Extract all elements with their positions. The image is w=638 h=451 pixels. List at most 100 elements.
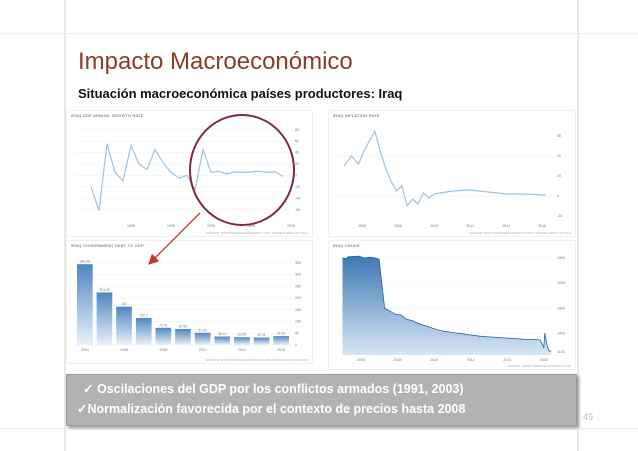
svg-debt-bar bbox=[116, 306, 132, 345]
crude-chart-source: SOURCE: WWW.TRADINGECONOMICS.COM bbox=[507, 364, 572, 368]
svg-crude-xtick-label: 2010 bbox=[430, 358, 438, 362]
bottom-border-line bbox=[0, 428, 638, 429]
right-border-line bbox=[577, 0, 579, 451]
svg-gdp-xtick-label: 1996 bbox=[127, 224, 135, 228]
svg-gdp-ytick-label: 20 bbox=[295, 162, 299, 166]
inflation-chart-panel: IRAQ INFLATION RATE 60 40 20 0 -20 2006 2008 20… bbox=[328, 110, 576, 237]
svg-debt-bar-value-label: 73.01 bbox=[159, 323, 168, 327]
callout-bullet-2-text: Normalización favorecida por el contexto… bbox=[87, 402, 466, 416]
svg-debt-bar bbox=[214, 336, 231, 345]
svg-crude-series-line bbox=[342, 255, 552, 352]
svg-debt-ytick-label: 100 bbox=[295, 320, 301, 324]
svg-debt-bar-value-label: 163 bbox=[121, 302, 127, 306]
debt-chart: 350 300 250 200 150 100 50 0 344.00 224.00 163 115.… bbox=[75, 260, 301, 352]
svg-gdp-series-line bbox=[90, 143, 284, 211]
svg-debt-bar-value-label: 344.00 bbox=[80, 260, 90, 264]
svg-debt-bar-value-label: 224.00 bbox=[99, 288, 109, 292]
check-icon: ✓ bbox=[83, 382, 94, 396]
svg-inflation-xtick-label: 2016 bbox=[538, 224, 546, 228]
svg-debt-bar-value-label: 51.60 bbox=[198, 328, 207, 332]
gdp-chart-title: IRAQ GDP ANNUAL GROWTH RATE bbox=[71, 113, 144, 118]
svg-inflation-xtick-label: 2006 bbox=[358, 224, 366, 228]
svg-inflation-series-line bbox=[343, 129, 546, 208]
svg-crude-xtick-label: 2014 bbox=[503, 358, 511, 362]
svg-debt-bar-value-label: 32.99 bbox=[238, 333, 247, 337]
svg-debt-xtick-label: 2004 bbox=[81, 348, 89, 352]
svg-debt-bar bbox=[135, 318, 152, 345]
top-border-line bbox=[0, 33, 638, 34]
callout-bullet-2: ✓Normalización favorecida por el context… bbox=[77, 401, 465, 416]
inflation-chart: 60 40 20 0 -20 2006 2008 2010 2012 2014 2016 bbox=[337, 129, 562, 228]
svg-debt-ytick-label: 150 bbox=[295, 308, 301, 312]
debt-chart-panel: IRAQ GOVERNMENT DEBT TO GDP 350 300 250 200… bbox=[66, 240, 313, 364]
svg-debt-xtick-label: 2006 bbox=[120, 348, 128, 352]
svg-debt-bar bbox=[77, 264, 93, 345]
svg-gdp-ytick-label: -60 bbox=[295, 208, 300, 212]
svg-debt-bar bbox=[234, 337, 250, 345]
crude-chart-panel: IRAQ CRUDE 2600 2200 1800 1400 1100 2006 2008 2… bbox=[328, 240, 576, 370]
svg-crude-ytick-label: 2200 bbox=[557, 281, 565, 285]
svg-debt-bar bbox=[96, 292, 113, 345]
svg-inflation-xtick-label: 2010 bbox=[430, 224, 438, 228]
svg-debt-bar-value-label: 115.1 bbox=[140, 313, 148, 317]
svg-inflation-ytick-label: 60 bbox=[557, 134, 561, 138]
svg-inflation-ytick-label: 40 bbox=[557, 154, 561, 158]
svg-gdp-ytick-label: 40 bbox=[295, 151, 299, 155]
svg-gdp-ytick-label: 0 bbox=[295, 173, 297, 177]
inflation-chart-source: SOURCE: WWW.TRADINGECONOMICS.COM | CENTR… bbox=[468, 231, 571, 235]
svg-debt-bar bbox=[155, 327, 172, 345]
svg-gdp-ytick-label: -20 bbox=[295, 185, 300, 189]
debt-chart-title: IRAQ GOVERNMENT DEBT TO GDP bbox=[71, 243, 144, 248]
svg-gdp-ytick-label: 60 bbox=[295, 139, 299, 143]
svg-debt-ytick-label: 250 bbox=[295, 284, 301, 288]
svg-debt-bar-value-label: 36.11 bbox=[218, 332, 226, 336]
svg-crude-xtick-label: 2016 bbox=[540, 358, 548, 362]
svg-debt-bar bbox=[273, 336, 289, 345]
svg-debt-bar bbox=[194, 332, 211, 345]
svg-debt-xtick-label: 2008 bbox=[159, 348, 167, 352]
svg-inflation-ytick-label: 0 bbox=[557, 194, 559, 198]
svg-debt-xtick-label: 2012 bbox=[238, 348, 246, 352]
svg-debt-bar-value-label: 37.92 bbox=[277, 332, 286, 336]
svg-debt-bar-value-label: 32.11 bbox=[257, 333, 265, 337]
svg-crude-ytick-label: 1800 bbox=[557, 306, 565, 310]
svg-crude-ytick-label: 1100 bbox=[557, 350, 565, 354]
slide-title: Impacto Macroeconómico bbox=[78, 48, 353, 75]
gdp-chart-panel: IRAQ GDP ANNUAL GROWTH RATE 80 60 40 20 0 -20… bbox=[66, 110, 313, 237]
svg-debt-xtick-label: 2010 bbox=[199, 348, 207, 352]
svg-crude-series-area bbox=[342, 256, 552, 355]
svg-debt-bar-value-label: 67.56 bbox=[179, 325, 188, 329]
crude-chart: 2600 2200 1800 1400 1100 2006 2008 2010 2012 2014… bbox=[337, 255, 565, 362]
left-border-line bbox=[64, 0, 66, 451]
svg-debt-ytick-label: 200 bbox=[295, 296, 301, 300]
callout-bullet-1: ✓ Oscilaciones del GDP por los conflicto… bbox=[83, 381, 464, 396]
svg-debt-ytick-label: 300 bbox=[295, 273, 301, 277]
svg-gdp-ytick-label: -40 bbox=[295, 196, 300, 200]
gdp-chart: 80 60 40 20 0 -20 -40 -60 1996 1990 2000 2005 2015 bbox=[75, 128, 300, 228]
callout-bullet-1-text: Oscilaciones del GDP por los conflictos … bbox=[96, 382, 464, 396]
svg-crude-ytick-label: 2600 bbox=[557, 256, 565, 260]
svg-inflation-ytick-label: -20 bbox=[557, 214, 562, 218]
svg-debt-ytick-label: 350 bbox=[295, 261, 301, 265]
slide-subtitle: Situación macroeconómica países producto… bbox=[78, 86, 403, 101]
svg-crude-xtick-label: 2006 bbox=[357, 358, 365, 362]
crude-chart-title: IRAQ CRUDE bbox=[333, 243, 361, 248]
svg-gdp-ytick-label: 80 bbox=[295, 128, 299, 132]
svg-debt-ytick-label: 50 bbox=[295, 331, 299, 335]
svg-crude-xtick-label: 2012 bbox=[467, 358, 475, 362]
svg-gdp-xtick-label: 2005 bbox=[247, 224, 255, 228]
svg-debt-bar bbox=[175, 329, 191, 345]
svg-gdp-xtick-label: 1990 bbox=[167, 224, 175, 228]
gdp-chart-source: SOURCE: WWW.TRADINGECONOMICS.COM | CENTR… bbox=[205, 231, 308, 235]
inflation-chart-title: IRAQ INFLATION RATE bbox=[333, 113, 380, 118]
page-number: 49 bbox=[583, 412, 594, 422]
svg-inflation-xtick-label: 2014 bbox=[502, 224, 510, 228]
svg-gdp-xtick-label: 2000 bbox=[207, 224, 215, 228]
svg-inflation-ytick-label: 20 bbox=[557, 174, 561, 178]
svg-debt-ytick-label: 0 bbox=[295, 343, 297, 347]
check-icon: ✓ bbox=[77, 402, 88, 416]
svg-crude-ytick-label: 1400 bbox=[557, 331, 565, 335]
svg-inflation-xtick-label: 2012 bbox=[466, 224, 474, 228]
svg-gdp-xtick-label: 2015 bbox=[287, 224, 295, 228]
